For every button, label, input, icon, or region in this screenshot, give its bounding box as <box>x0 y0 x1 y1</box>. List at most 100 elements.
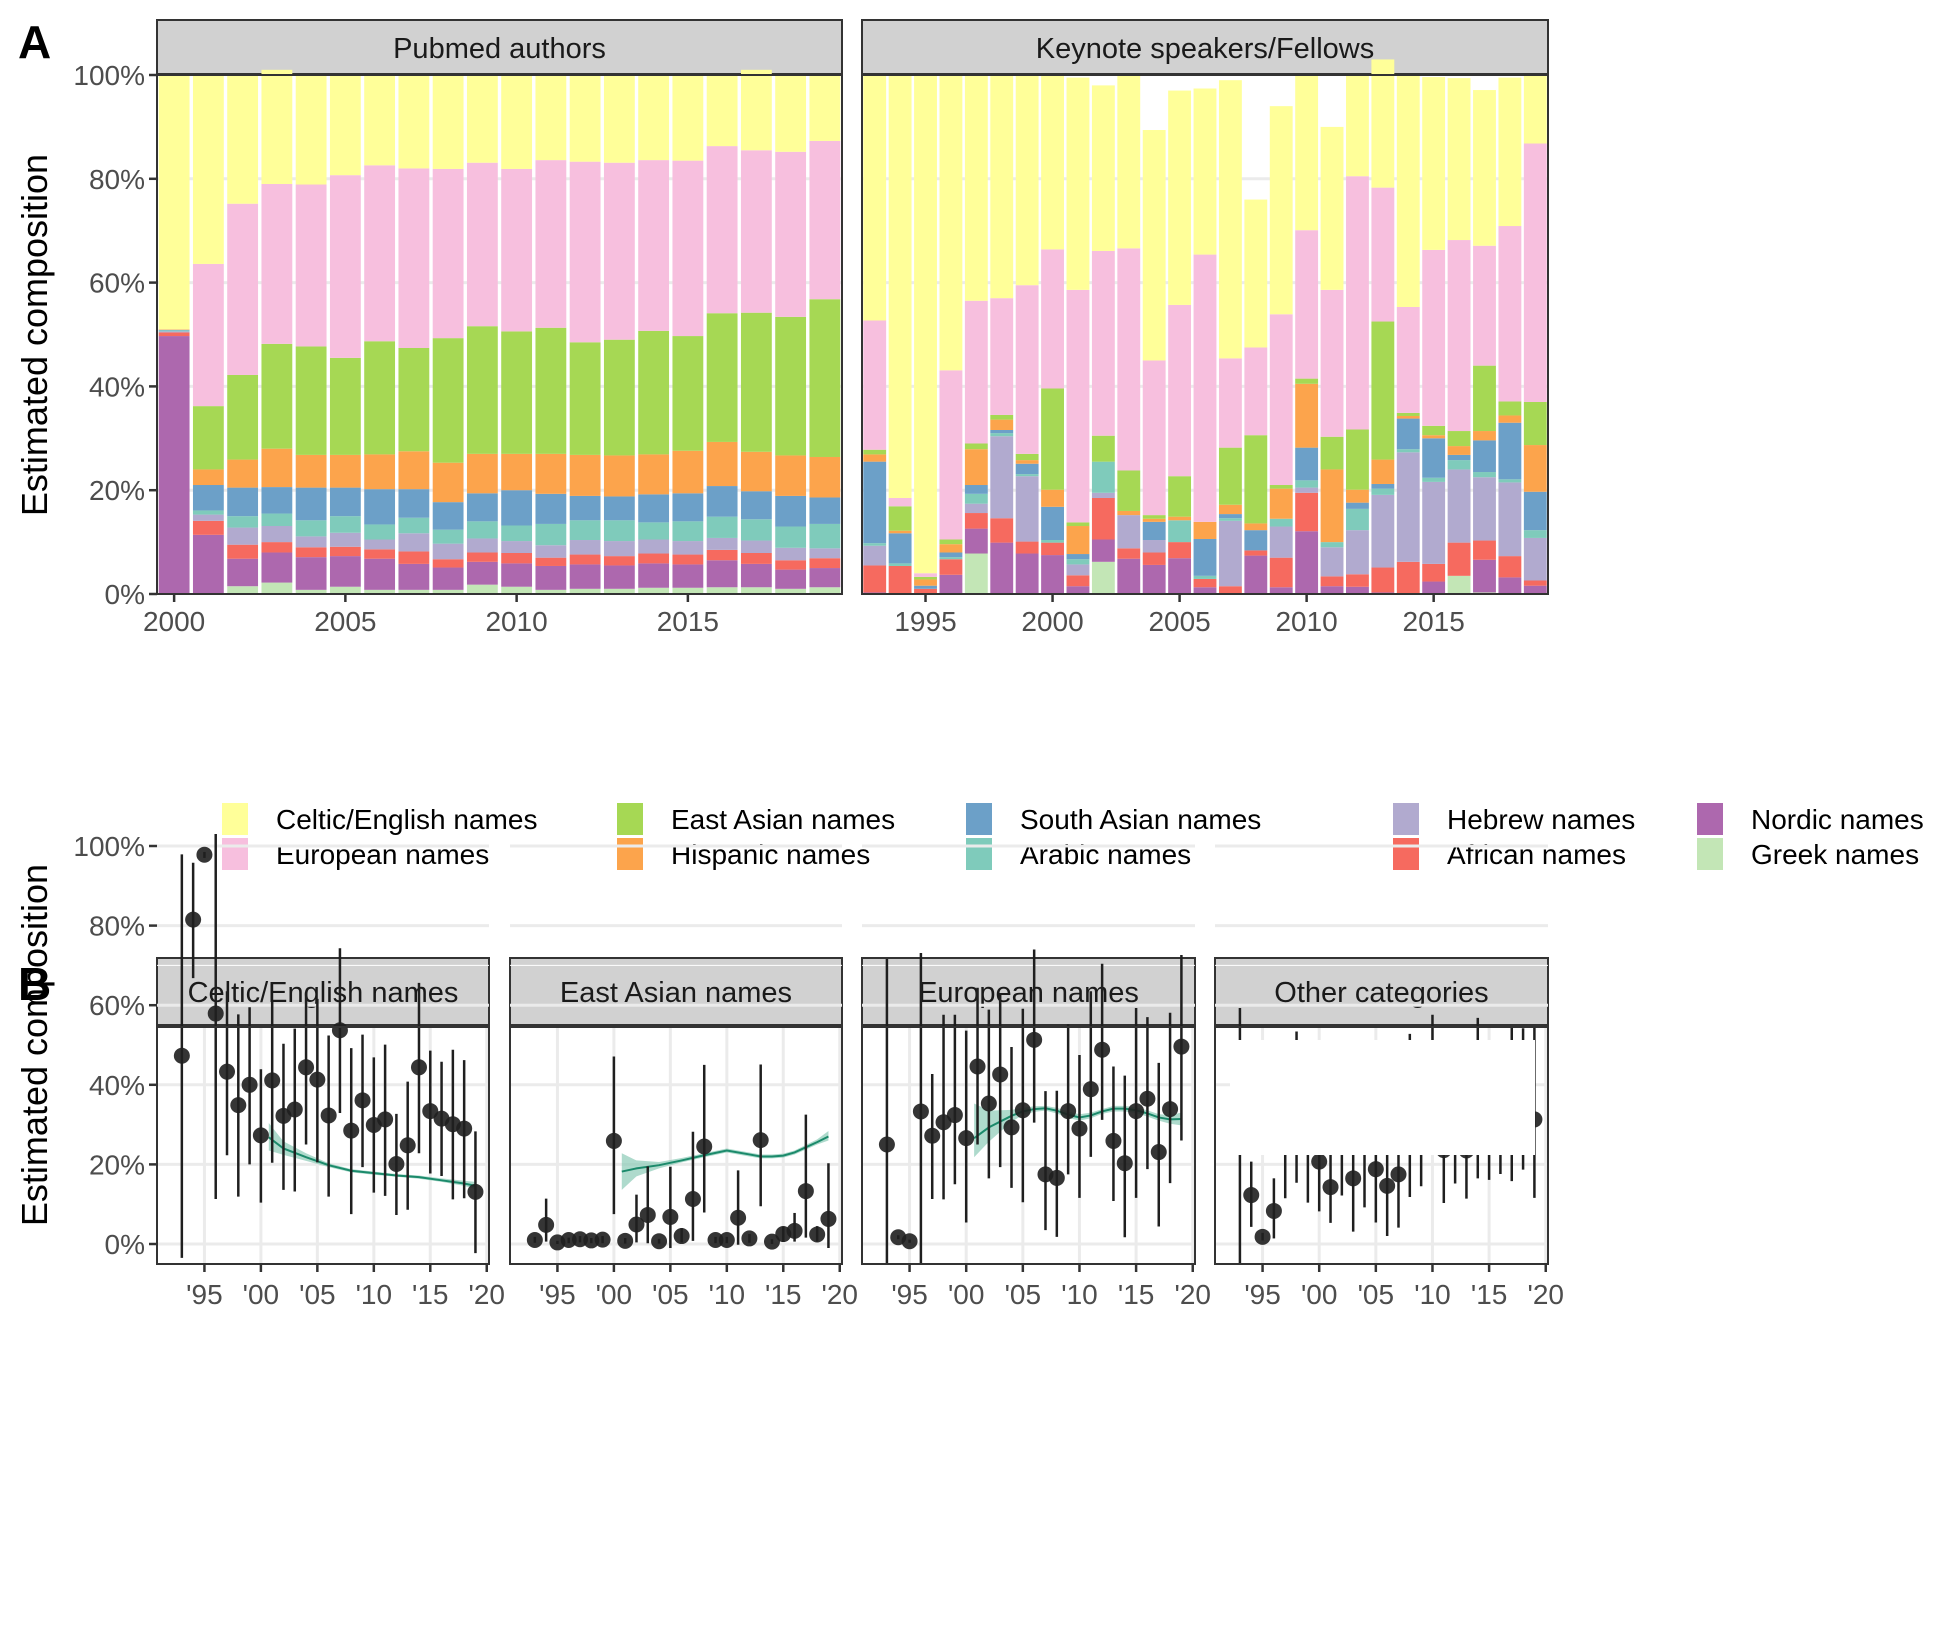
bar-segment <box>672 450 704 494</box>
facet-strip <box>156 19 843 75</box>
bar-segment <box>1396 415 1420 419</box>
data-point <box>1367 1161 1384 1178</box>
bar-segment <box>1218 514 1242 519</box>
bar-segment <box>1371 488 1395 495</box>
bar-segment <box>1422 438 1446 478</box>
data-point <box>1116 1155 1133 1172</box>
pointrange <box>196 846 213 863</box>
bar-segment <box>809 497 841 524</box>
bar-segment <box>295 557 327 590</box>
bar-2004 <box>295 75 327 594</box>
bar-segment <box>1015 460 1039 464</box>
bar-segment <box>295 589 327 594</box>
bar-segment <box>1091 250 1115 436</box>
bar-segment <box>1346 502 1369 509</box>
bar-segment <box>603 162 635 340</box>
bar-segment <box>809 558 841 569</box>
pointrange <box>538 1198 555 1242</box>
bar-segment <box>863 565 887 593</box>
data-point <box>538 1216 555 1233</box>
bar-segment <box>398 563 430 590</box>
x-tick-label: '10 <box>356 1279 393 1310</box>
bar-segment <box>295 520 327 537</box>
bar-segment <box>914 588 937 594</box>
pointrange <box>628 1194 645 1243</box>
bar-segment <box>1473 245 1496 366</box>
legend-item: Arabic names <box>966 838 1191 870</box>
bar-segment <box>466 75 498 163</box>
bar-segment <box>1066 526 1090 555</box>
x-tick-label: '00 <box>596 1279 633 1310</box>
bar-segment <box>295 346 327 455</box>
bar-segment <box>1041 542 1064 556</box>
facet-strip <box>861 957 1196 1026</box>
bar-segment <box>1066 564 1090 576</box>
bar-segment <box>1346 586 1369 594</box>
bar-segment <box>1244 550 1268 556</box>
data-point <box>1105 1132 1122 1149</box>
bar-segment <box>1041 506 1064 541</box>
bar-segment <box>432 75 464 169</box>
bar-2008 <box>432 75 464 594</box>
x-tick-label: '10 <box>1061 1279 1098 1310</box>
bar-segment <box>740 563 772 588</box>
y-tick-label: 0% <box>105 579 145 610</box>
pointrange <box>1060 1024 1077 1175</box>
bar-segment <box>1168 520 1192 543</box>
x-tick-label: '95 <box>891 1279 928 1310</box>
bar-2010 <box>501 75 533 594</box>
bar-segment <box>1473 440 1496 473</box>
pointrange <box>241 1007 258 1165</box>
bar-segment <box>638 563 670 588</box>
facet-title: Other categories <box>1274 977 1488 1009</box>
pointrange <box>252 1069 269 1203</box>
bar-segment <box>990 436 1014 519</box>
bar-segment <box>192 406 224 470</box>
bar-segment <box>192 510 224 515</box>
pointrange <box>1026 949 1043 1123</box>
pointrange <box>684 1131 701 1241</box>
bar-segment <box>227 527 259 545</box>
bar-segment <box>1473 559 1496 593</box>
x-tick-label: '95 <box>1244 1279 1281 1310</box>
data-point <box>298 1059 315 1076</box>
bar-segment <box>888 565 912 594</box>
smooth-line <box>621 1135 829 1173</box>
bar-segment <box>638 539 670 554</box>
y-tick-label: 80% <box>89 164 145 195</box>
bar-segment <box>740 69 772 151</box>
bar-segment <box>603 588 635 594</box>
bar-segment <box>939 544 963 553</box>
bar-segment <box>1523 580 1547 586</box>
data-point <box>1311 1153 1328 1170</box>
bar-segment <box>1320 436 1344 470</box>
bar-segment <box>535 453 567 494</box>
x-tick-label: 2005 <box>314 606 376 637</box>
bar-segment <box>1041 388 1064 490</box>
bar-segment <box>535 523 567 546</box>
bar-segment <box>775 455 807 496</box>
data-point <box>1254 1228 1271 1245</box>
x-tick-label: 2010 <box>485 606 547 637</box>
x-tick-label: '20 <box>821 1279 858 1310</box>
pointrange <box>924 1074 941 1200</box>
bar-2002 <box>227 75 259 594</box>
bar-segment <box>1168 558 1192 594</box>
data-point <box>1014 1102 1031 1119</box>
bar-segment <box>964 300 988 444</box>
bar-segment <box>432 529 464 544</box>
data-point <box>343 1122 360 1139</box>
bar-segment <box>261 542 293 553</box>
panel-a: A Estimated composition Pubmed authors 2000… <box>14 16 1549 637</box>
panel-border <box>861 1026 1196 1265</box>
facet-b-2: European names'95'00'05'10'15'20 <box>861 844 1211 1310</box>
pointrange <box>1254 1228 1271 1245</box>
bar-segment <box>569 161 601 343</box>
bar-segment <box>1295 492 1319 532</box>
y-axis-title-b: Estimated composition <box>14 864 55 1226</box>
bar-segment <box>809 548 841 559</box>
bar-segment <box>1346 530 1369 575</box>
bar-segment <box>1041 249 1064 389</box>
pointrange <box>820 1163 837 1248</box>
pointrange <box>763 1233 780 1250</box>
